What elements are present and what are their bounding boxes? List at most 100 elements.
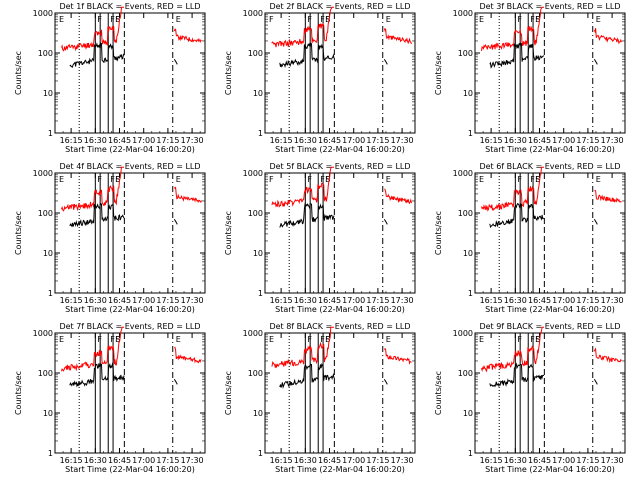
flag-label: F <box>97 335 102 344</box>
x-tick-label: 17:15 <box>576 456 599 465</box>
x-tick-label: 16:45 <box>318 136 341 145</box>
flag-label: E <box>479 335 484 344</box>
x-axis-label: Start Time (22-Mar-04 16:00:20) <box>65 465 195 474</box>
flag-label: S <box>115 335 120 344</box>
x-tick-label: 17:15 <box>156 296 179 305</box>
flag-label: E <box>596 335 601 344</box>
flag-label: E <box>176 335 181 344</box>
series-line-events <box>489 202 545 229</box>
series-line-lld-after <box>173 186 202 203</box>
x-tick-label: 16:30 <box>84 136 107 145</box>
flag-label: S <box>325 175 330 184</box>
flag-label: F <box>110 335 115 344</box>
flag-label: E <box>59 175 64 184</box>
x-tick-label: 16:15 <box>60 136 83 145</box>
x-tick-label: 16:45 <box>108 456 131 465</box>
x-tick-label: 17:00 <box>342 456 365 465</box>
flag-label: F <box>535 335 540 344</box>
flag-label: F <box>517 175 522 184</box>
x-tick-label: 17:30 <box>601 136 624 145</box>
flag-label: S <box>115 175 120 184</box>
x-axis-label: Start Time (22-Mar-04 16:00:20) <box>485 305 615 314</box>
x-tick-label: 17:00 <box>342 136 365 145</box>
flag-label: E <box>479 15 484 24</box>
x-tick-label: 17:15 <box>366 136 389 145</box>
plot-frame <box>54 172 206 294</box>
y-tick-label: 1000 <box>243 329 263 338</box>
x-tick-label: 16:45 <box>528 296 551 305</box>
x-tick-label: 17:00 <box>552 136 575 145</box>
y-tick-label: 100 <box>458 209 473 218</box>
y-tick-label: 1000 <box>453 329 473 338</box>
panel-title: Det 4f BLACK = Events, RED = LLD <box>59 162 200 171</box>
plot-frame <box>264 332 416 454</box>
det-panel-5: Det 5f BLACK = Events, RED = LLD 1000 100 1… <box>224 162 416 314</box>
series-line-events-after <box>173 58 178 65</box>
panel-title: Det 5f BLACK = Events, RED = LLD <box>269 162 410 171</box>
flag-label: F <box>110 175 115 184</box>
series-line-lld <box>61 6 124 52</box>
x-tick-label: 17:00 <box>132 296 155 305</box>
x-axis-label: Start Time (22-Mar-04 16:00:20) <box>275 145 405 154</box>
y-tick-label: 10 <box>463 409 473 418</box>
y-axis-label: Counts/sec <box>14 371 23 415</box>
y-tick-label: 1000 <box>33 9 53 18</box>
x-tick-label: 16:30 <box>504 296 527 305</box>
series-line-lld <box>271 166 334 208</box>
y-axis-label: Counts/sec <box>434 371 443 415</box>
y-tick-label: 1 <box>258 129 263 138</box>
y-tick-label: 10 <box>253 249 263 258</box>
x-tick-label: 17:15 <box>366 456 389 465</box>
series-line-lld <box>271 6 334 48</box>
y-tick-label: 1000 <box>453 9 473 18</box>
x-tick-label: 17:15 <box>576 296 599 305</box>
x-tick-label: 17:00 <box>552 456 575 465</box>
y-tick-label: 1000 <box>243 9 263 18</box>
series-line-lld-after <box>383 28 412 45</box>
det-panel-4: Det 4f BLACK = Events, RED = LLD 1000 100 1… <box>14 162 206 314</box>
y-tick-label: 10 <box>253 409 263 418</box>
x-tick-label: 16:15 <box>270 456 293 465</box>
y-tick-label: 10 <box>43 249 53 258</box>
series-line-events-after <box>173 218 178 225</box>
x-tick-label: 16:45 <box>318 296 341 305</box>
series-line-lld-after <box>594 190 622 203</box>
flag-label: F <box>325 175 330 184</box>
x-axis-label: Start Time (22-Mar-04 16:00:20) <box>275 305 405 314</box>
y-tick-label: 10 <box>43 89 53 98</box>
x-axis-label: Start Time (22-Mar-04 16:00:20) <box>485 145 615 154</box>
y-tick-label: 1 <box>258 289 263 298</box>
flag-label: E <box>596 15 601 24</box>
series-line-events-after <box>593 218 598 225</box>
flag-label: F <box>307 335 312 344</box>
flag-label: S <box>535 15 540 24</box>
y-axis-label: Counts/sec <box>224 51 233 95</box>
series-line-events-after <box>593 58 598 65</box>
x-tick-label: 17:30 <box>391 456 414 465</box>
flag-label: E <box>269 335 274 344</box>
flag-label: F <box>325 335 330 344</box>
y-axis-label: Counts/sec <box>224 211 233 255</box>
flag-label: F <box>530 335 535 344</box>
x-tick-label: 16:30 <box>294 296 317 305</box>
y-tick-label: 100 <box>248 49 263 58</box>
y-tick-label: 1 <box>468 289 473 298</box>
det-panel-9: Det 9f BLACK = Events, RED = LLD 1000 100 1… <box>434 322 626 474</box>
series-line-events <box>489 362 545 388</box>
series-line-events-after <box>173 378 178 385</box>
y-axis-label: Counts/sec <box>434 211 443 255</box>
series-line-lld-after <box>593 28 622 45</box>
x-tick-label: 16:30 <box>294 456 317 465</box>
flag-label: F <box>530 175 535 184</box>
y-tick-label: 1000 <box>453 169 473 178</box>
x-tick-label: 16:30 <box>504 456 527 465</box>
x-axis-label: Start Time (22-Mar-04 16:00:20) <box>275 465 405 474</box>
x-tick-label: 17:00 <box>342 296 365 305</box>
det-panel-6: Det 6f BLACK = Events, RED = LLD 1000 100 1… <box>434 162 626 314</box>
x-tick-label: 17:15 <box>156 136 179 145</box>
flag-label: S <box>535 175 540 184</box>
x-tick-label: 17:30 <box>181 456 204 465</box>
flag-label: F <box>535 175 540 184</box>
flag-label: E <box>386 335 391 344</box>
